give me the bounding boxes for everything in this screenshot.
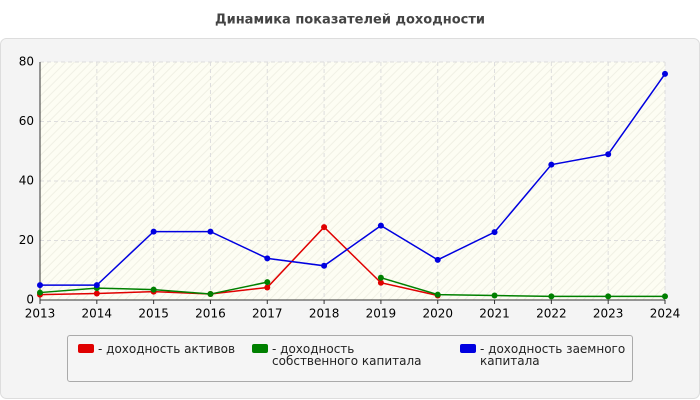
y-tick-label: 40 xyxy=(19,174,34,188)
series-line xyxy=(39,226,438,297)
point xyxy=(434,291,441,298)
x-tick-label: 2024 xyxy=(650,307,681,321)
point xyxy=(548,161,555,168)
point xyxy=(264,255,271,262)
point xyxy=(207,291,214,298)
series-line xyxy=(40,73,666,286)
point xyxy=(37,282,43,289)
x-tick-label: 2016 xyxy=(195,307,226,321)
x-tick-label: 2023 xyxy=(593,307,624,321)
x-tick-label: 2014 xyxy=(82,307,113,321)
x-tick-label: 2020 xyxy=(422,307,453,321)
point xyxy=(377,222,384,229)
point xyxy=(321,224,328,231)
legend-swatch xyxy=(252,344,268,353)
point xyxy=(93,282,100,289)
legend-label: - доходность активов xyxy=(98,342,236,356)
point xyxy=(93,290,100,297)
x-tick-label: 2017 xyxy=(252,307,283,321)
x-tick-label: 2018 xyxy=(309,307,340,321)
x-tick-label: 2022 xyxy=(536,307,567,321)
point xyxy=(150,228,157,235)
point xyxy=(662,293,668,300)
y-tick-label: 60 xyxy=(19,114,34,128)
point xyxy=(491,292,498,299)
point xyxy=(662,70,668,77)
chart-title: Динамика показателей доходности xyxy=(215,13,485,28)
legend-item: - доходность заемного капитала xyxy=(460,343,640,367)
x-tick-label: 2019 xyxy=(366,307,397,321)
point xyxy=(207,228,214,235)
point xyxy=(37,289,43,296)
point xyxy=(321,262,328,269)
x-tick-label: 2013 xyxy=(25,307,56,321)
point xyxy=(264,279,271,286)
point xyxy=(605,293,612,300)
legend-label: - доходность собственного капитала xyxy=(272,342,422,368)
point xyxy=(264,284,271,291)
point xyxy=(377,274,384,281)
y-tick-label: 20 xyxy=(19,233,34,247)
legend-swatch xyxy=(460,344,476,353)
legend-item: - доходность активов xyxy=(78,343,258,355)
point xyxy=(491,229,498,236)
y-tick-label: 80 xyxy=(19,55,34,69)
point xyxy=(434,256,441,263)
point xyxy=(150,286,157,293)
y-tick-label: 0 xyxy=(26,293,34,307)
legend-item: - доходность собственного капитала xyxy=(252,343,432,367)
point xyxy=(377,279,384,286)
point xyxy=(548,293,555,300)
x-tick-label: 2021 xyxy=(479,307,510,321)
legend: - доходность активов - доходность собстве… xyxy=(67,335,633,382)
legend-label: - доходность заемного капитала xyxy=(480,342,626,368)
point xyxy=(605,151,612,158)
legend-swatch xyxy=(78,344,94,353)
x-tick-label: 2015 xyxy=(138,307,169,321)
